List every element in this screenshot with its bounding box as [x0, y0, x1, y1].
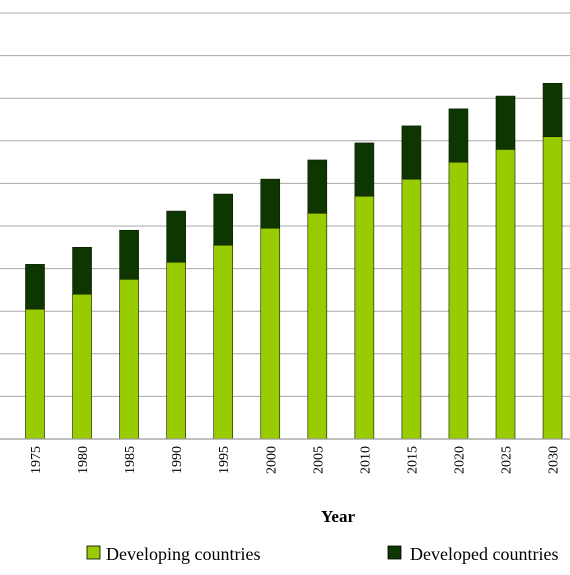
bar-developing-2025 [495, 149, 516, 440]
x-tick-label: 1990 [170, 446, 185, 474]
x-tick-label: 2015 [405, 446, 420, 474]
x-tick-label: 1975 [29, 446, 44, 474]
x-tick-label: 1985 [123, 446, 138, 474]
bar-developed-2020 [448, 108, 469, 163]
bar-developing-2030 [542, 136, 563, 440]
legend: Developing countries Developed countries [86, 544, 558, 564]
legend-swatch-developing [86, 545, 101, 560]
bar-developing-2015 [401, 178, 422, 440]
bar-developed-1985 [119, 229, 139, 280]
x-tick-label: 2005 [311, 446, 326, 474]
bar-developing-1975 [25, 308, 45, 440]
bar-developing-2020 [448, 161, 469, 440]
x-tick-labels: 1975 1980 1985 1990 1995 2000 2005 2010 2015 2020… [29, 446, 562, 474]
bar-developed-2005 [307, 159, 328, 214]
x-tick-label: 2000 [264, 446, 279, 474]
bar-developed-2015 [401, 125, 422, 180]
bar-developing-1985 [119, 278, 139, 440]
bar-developing-1995 [213, 244, 233, 440]
legend-label-developed: Developed countries [410, 544, 558, 564]
bar-developed-1980 [72, 247, 92, 295]
bar-developed-2000 [260, 178, 281, 229]
legend-swatch-developed [387, 545, 402, 560]
bars [25, 82, 563, 440]
bar-developing-2000 [260, 227, 281, 440]
bar-developing-2010 [354, 195, 375, 440]
x-tick-label: 1995 [217, 446, 232, 474]
x-tick-label: 2020 [452, 446, 467, 474]
bar-developing-2005 [307, 212, 328, 440]
x-tick-label: 2010 [358, 446, 373, 474]
bar-developed-2010 [354, 142, 375, 197]
bar-developing-1980 [72, 293, 92, 440]
bar-developed-1990 [166, 210, 186, 263]
x-axis-title: Year [321, 507, 355, 526]
legend-label-developing: Developing countries [106, 544, 260, 564]
x-tick-label: 2025 [500, 446, 515, 474]
bar-developing-1990 [166, 261, 186, 440]
gridlines [0, 12, 570, 397]
x-tick-label: 2030 [547, 446, 562, 474]
bar-developed-2030 [542, 82, 563, 137]
bar-developed-2025 [495, 95, 516, 150]
bar-developed-1975 [25, 264, 45, 310]
bar-developed-1995 [213, 193, 233, 246]
x-tick-label: 1980 [76, 446, 91, 474]
